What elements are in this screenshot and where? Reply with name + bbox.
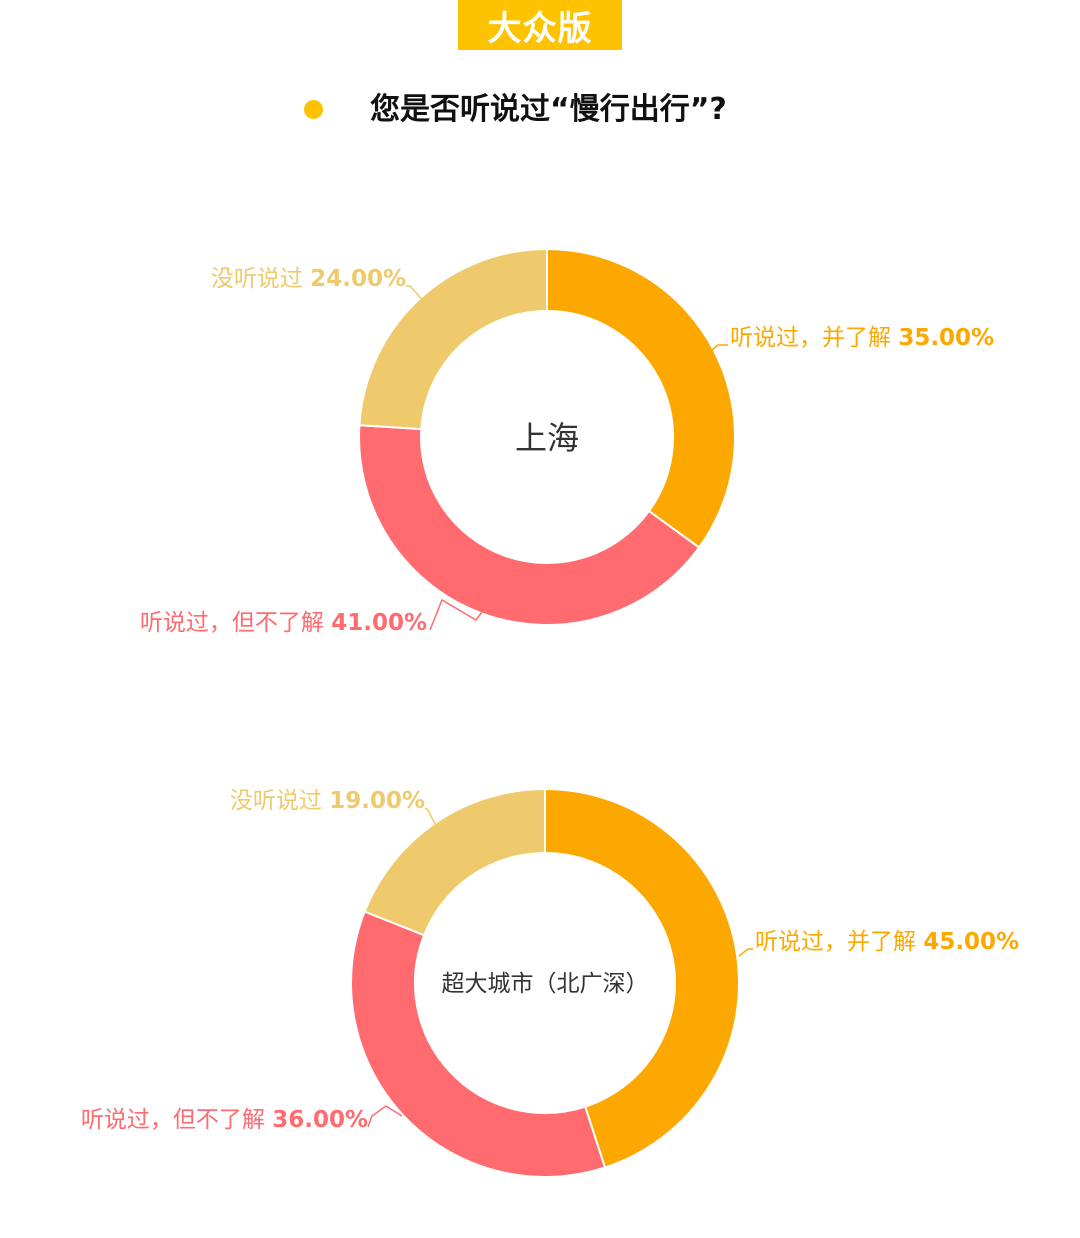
slice-label-value: 35.00% <box>898 325 994 351</box>
slice-label: 没听说过 24.00% <box>211 266 406 292</box>
donut-slice <box>544 787 740 1169</box>
donut-slice <box>350 910 607 1178</box>
donut-slice <box>546 247 736 549</box>
donut-center-label: 超大城市（北广深） <box>442 971 649 997</box>
donut-chart-1: 听说过，并了解 35.00% 听说过，但不了解 41.00% 没听说过 24.00%… <box>140 247 994 636</box>
slice-label-category: 没听说过 <box>230 788 329 814</box>
leader-line <box>429 598 483 631</box>
slice-label-category: 没听说过 <box>211 266 310 292</box>
donut-slice <box>358 424 701 626</box>
edition-badge: 大众版 <box>458 0 622 50</box>
donut-chart-2: 听说过，并了解 45.00% 听说过，但不了解 36.00% 没听说过 19.00%… <box>81 787 1019 1178</box>
slice-label-value: 24.00% <box>310 266 406 292</box>
slice-label-value: 19.00% <box>329 788 425 814</box>
leader-line <box>424 807 437 827</box>
donut-center-label: 上海 <box>515 419 579 457</box>
slice-label: 听说过，并了解 45.00% <box>755 929 1019 955</box>
leader-line <box>406 285 429 307</box>
slice-label-value: 36.00% <box>272 1107 368 1133</box>
slice-label-category: 听说过，但不了解 <box>81 1107 272 1133</box>
slice-label-category: 听说过，但不了解 <box>140 610 331 636</box>
slice-label-value: 45.00% <box>923 929 1019 955</box>
slice-label-category: 听说过，并了解 <box>755 929 923 955</box>
slice-label: 没听说过 19.00% <box>230 788 425 814</box>
slice-label: 听说过，但不了解 36.00% <box>81 1107 368 1133</box>
leader-line <box>699 344 728 361</box>
slice-label: 听说过，但不了解 41.00% <box>140 610 427 636</box>
leader-line <box>738 948 753 957</box>
donut-slice <box>363 787 546 937</box>
bullet-dot-icon <box>304 100 323 119</box>
question-title: 您是否听说过“慢行出行”? <box>370 92 727 127</box>
donut-slice <box>358 247 548 431</box>
slice-label-category: 听说过，并了解 <box>730 325 898 351</box>
question-row: 您是否听说过“慢行出行”? <box>0 90 1080 134</box>
leader-line <box>367 1105 403 1128</box>
slice-label: 听说过，并了解 35.00% <box>730 325 994 351</box>
slice-label-value: 41.00% <box>331 610 427 636</box>
